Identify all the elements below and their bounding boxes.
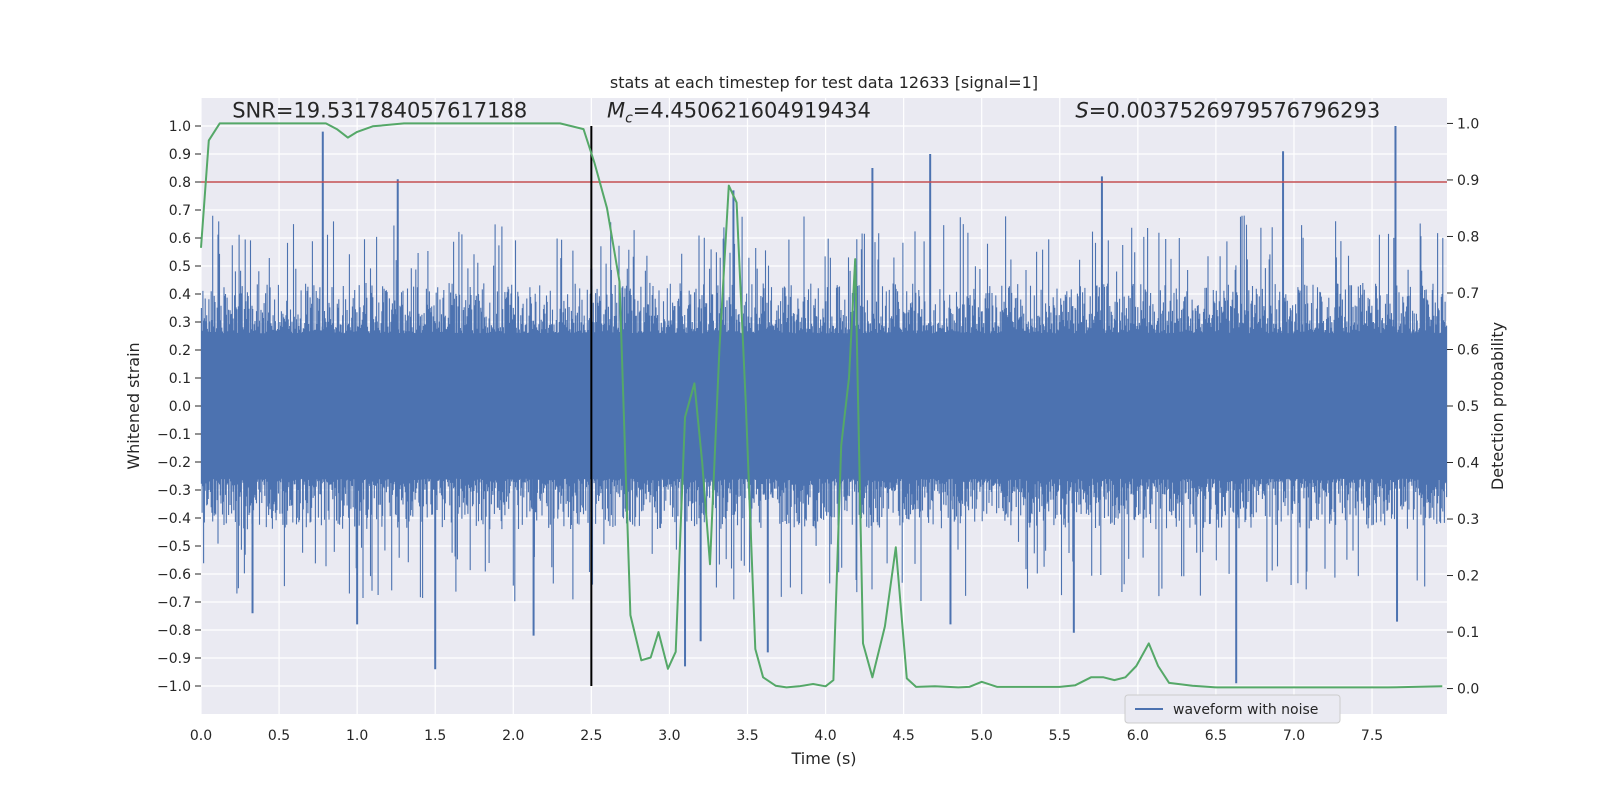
y-right-tick-label: 0.7 (1457, 286, 1479, 302)
y-left-tick-label: −0.7 (157, 595, 191, 611)
legend: waveform with noise (1124, 694, 1341, 724)
y-left-tick-label: 0.1 (169, 371, 191, 387)
y-left-tick-label: 0.3 (169, 315, 191, 331)
y-left-tick-label: −0.8 (157, 623, 191, 639)
x-axis-label: Time (s) (790, 749, 856, 768)
chirp-mass-symbol: M (607, 99, 625, 123)
y-right-tick-label: 0.2 (1457, 569, 1479, 585)
x-tick-label: 6.5 (1205, 728, 1227, 744)
x-tick-label: 7.5 (1361, 728, 1383, 744)
y-left-tick-label: −0.5 (157, 539, 191, 555)
legend-label-waveform: waveform with noise (1173, 702, 1318, 718)
y-left-tick-label: −0.2 (157, 455, 191, 471)
y-left-tick-label: −0.3 (157, 483, 191, 499)
s-annotation: S=0.0037526979576796293 (1075, 99, 1380, 123)
x-tick-label: 1.5 (424, 728, 446, 744)
y-right-tick-label: 0.5 (1457, 399, 1479, 415)
snr-annotation: SNR=19.531784057617188 (232, 99, 527, 123)
y-left-tick-label: 0.2 (169, 343, 191, 359)
y-left-tick-label: 0.7 (169, 203, 191, 219)
y-left-tick-label: 0.6 (169, 231, 191, 247)
x-tick-label: 2.0 (502, 728, 524, 744)
chart-title: stats at each timestep for test data 126… (610, 73, 1038, 92)
y-right-tick-label: 0.0 (1457, 682, 1479, 698)
y-right-tick-label: 0.4 (1457, 456, 1479, 472)
x-tick-label: 5.5 (1049, 728, 1071, 744)
x-tick-label: 7.0 (1283, 728, 1305, 744)
y-right-tick-label: 0.3 (1457, 512, 1479, 528)
axes: 0.0 0.5 1.0 1.5 2.0 2.5 3.0 3.5 4.0 4.5 5.0 5.5 6.0 6… (157, 116, 1479, 744)
x-tick-label: 6.0 (1127, 728, 1149, 744)
chirp-mass-subscript: c (625, 111, 633, 127)
probability-line (200, 122, 1443, 689)
y-left-tick-label: 0.4 (169, 287, 191, 303)
x-tick-label: 1.0 (346, 728, 368, 744)
y-left-tick-label: 0.8 (169, 175, 191, 191)
legend-box (1124, 694, 1341, 724)
x-tick-label: 4.5 (892, 728, 914, 744)
y-left-tick-label: 0.5 (169, 259, 191, 275)
x-tick-label: 4.0 (814, 728, 836, 744)
x-tick-label: 3.5 (736, 728, 758, 744)
y-right-tick-label: 0.6 (1457, 342, 1479, 358)
y-right-tick-label: 0.8 (1457, 229, 1479, 245)
y-left-tick-label: −0.4 (157, 511, 191, 527)
y-right-tick-label: 1.0 (1457, 116, 1479, 132)
y-right-tick-label: 0.1 (1457, 625, 1479, 641)
y-left-tick-label: −0.1 (157, 427, 191, 443)
y-axis-label-left: Whitened strain (124, 342, 143, 469)
s-symbol: S (1075, 99, 1088, 123)
x-tick-label: 2.5 (580, 728, 602, 744)
reference-lines (201, 126, 1447, 686)
x-tick-label: 5.0 (971, 728, 993, 744)
probability-series (200, 122, 1443, 689)
waveform-line (200, 215, 1448, 602)
y-left-tick-label: −0.9 (157, 651, 191, 667)
y-left-tick-label: 0.9 (169, 147, 191, 163)
y-axis-label-right: Detection probability (1488, 322, 1507, 490)
y-left-tick-label: −1.0 (157, 679, 191, 695)
y-left-tick-label: −0.6 (157, 567, 191, 583)
y-right-tick-label: 0.9 (1457, 173, 1479, 189)
x-tick-label: 0.5 (268, 728, 290, 744)
chirp-mass-annotation: Mc=4.450621604919434 (607, 99, 871, 127)
chirp-mass-value: =4.450621604919434 (633, 99, 871, 123)
y-left-tick-label: 0.0 (169, 399, 191, 415)
x-tick-label: 0.0 (190, 728, 212, 744)
s-value: =0.0037526979576796293 (1089, 99, 1381, 123)
x-tick-label: 3.0 (658, 728, 680, 744)
y-left-tick-label: 1.0 (169, 119, 191, 135)
